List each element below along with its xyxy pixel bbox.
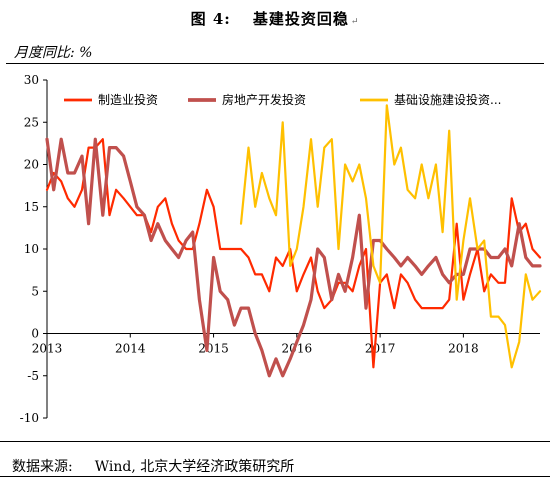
legend-item-3: 基础设施建设投资... [360,92,501,107]
series-line-3 [239,104,542,369]
y-tick-label: 15 [24,200,39,214]
legend-item-1: 制造业投资 [64,92,158,107]
figure-title-text: 基建投资回稳 [252,10,349,28]
figure-title: 图 4: 基建投资回稳 ↵ [0,8,550,29]
footer-rule-top [0,441,550,442]
series-line-1 [45,138,542,369]
series-lines [45,104,542,378]
source-label: 数据来源: [12,459,73,475]
x-tick-label: 2018 [448,342,479,356]
tick-labels: -10 -5 0 5 10 15 20 25 30 2013 2014 2015 2016 2017 201… [20,73,479,425]
paragraph-mark-icon: ↵ [350,17,360,27]
legend-label: 房地产开发投资 [222,92,306,107]
y-tick-label: -5 [27,369,39,383]
x-tick-label: 2014 [115,342,146,356]
source-text: Wind, 北京大学经济政策研究所 [94,459,295,475]
y-tick-label: 5 [31,284,39,298]
legend-label: 基础设施建设投资... [394,92,501,107]
unit-label: 月度同比: % [14,45,93,61]
axes [43,79,540,419]
x-tick-label: 2016 [282,342,313,356]
y-tick-label: 20 [24,158,39,172]
top-rule [6,63,544,64]
series-line-2 [45,137,542,378]
source-note: 数据来源: Wind, 北京大学经济政策研究所 [12,456,294,476]
x-tick-label: 2013 [32,342,63,356]
y-tick-label: 25 [24,115,39,129]
legend-label: 制造业投资 [98,92,158,107]
y-tick-label: -10 [20,411,39,425]
y-tick-label: 0 [31,327,39,341]
legend: 制造业投资 房地产开发投资 基础设施建设投资... [64,92,501,107]
x-tick-label: 2017 [365,342,396,356]
x-tick-label: 2015 [198,342,229,356]
y-tick-label: 30 [24,73,39,87]
footer-rule-bottom [0,476,550,477]
legend-item-2: 房地产开发投资 [188,92,306,107]
figure-label: 图 4: [190,10,231,28]
y-tick-label: 10 [24,242,39,256]
